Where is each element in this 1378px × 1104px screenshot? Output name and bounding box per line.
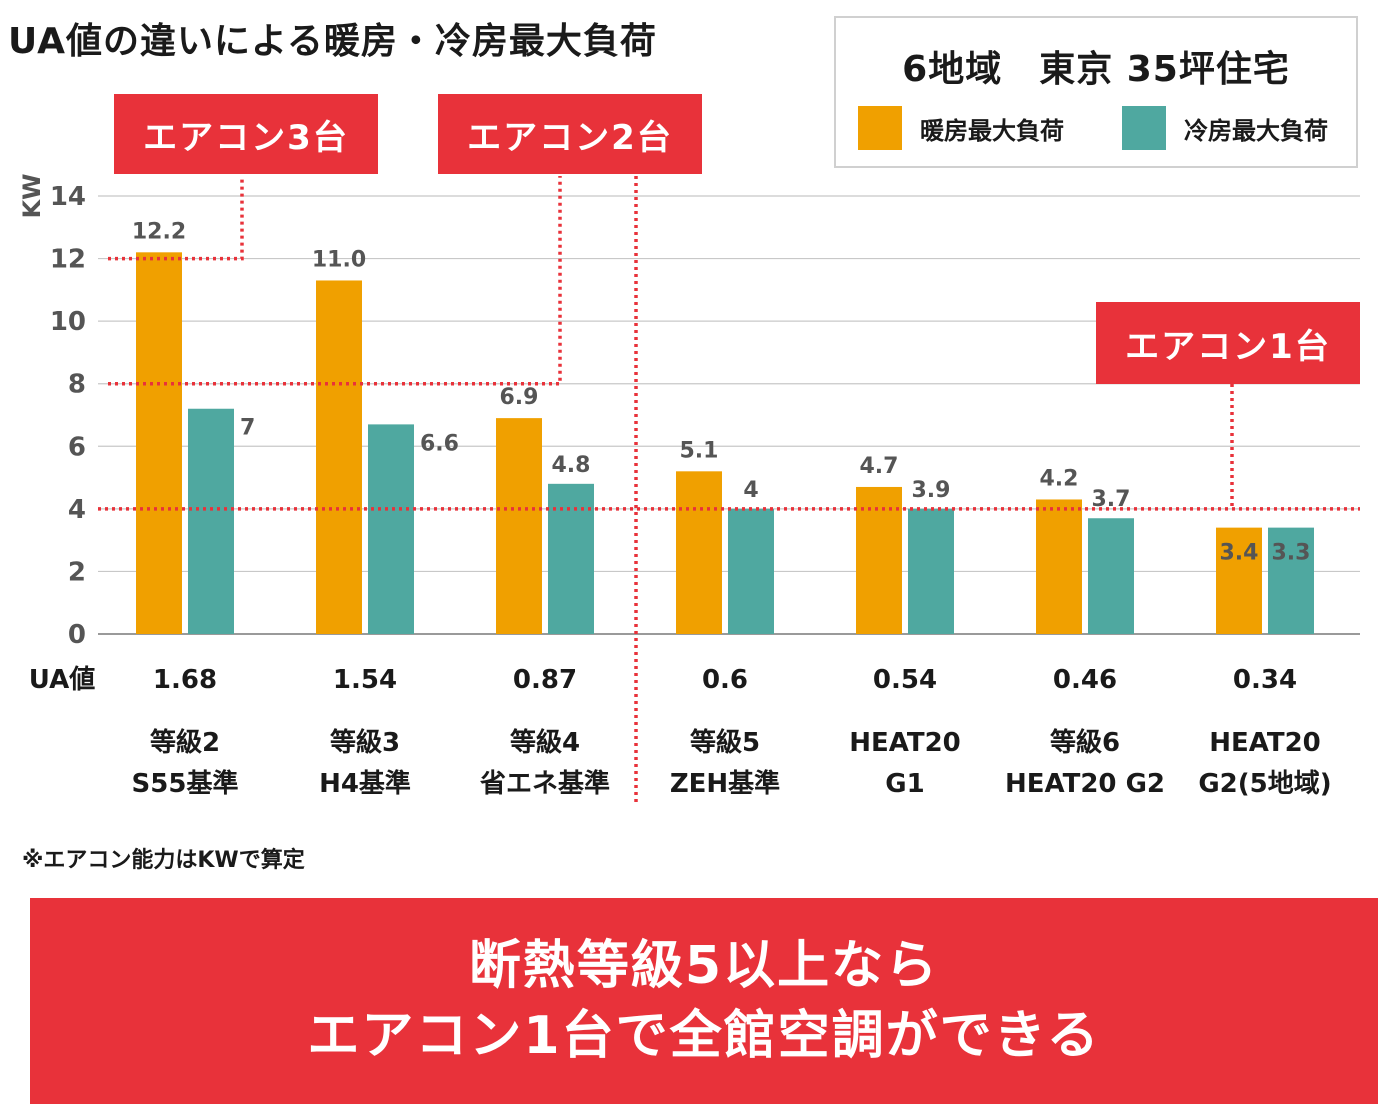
- bar-cooling: [908, 508, 954, 634]
- legend-label-heating: 暖房最大負荷: [920, 116, 1064, 145]
- callout-aircon-3: エアコン3台: [114, 94, 378, 174]
- category-label-line2: HEAT20 G2: [1005, 769, 1165, 799]
- ua-value-label: 1.54: [333, 665, 397, 695]
- callout-aircon-2: エアコン2台: [438, 94, 702, 174]
- legend-title: 6地域 東京 35坪住宅: [902, 49, 1290, 90]
- bar-heating: [316, 280, 362, 634]
- bar-cooling: [368, 424, 414, 634]
- banner-line-2: エアコン1台で全館空調ができる: [307, 1006, 1101, 1066]
- data-label: 12.2: [132, 219, 186, 244]
- data-label: 6.9: [500, 385, 539, 410]
- legend: 6地域 東京 35坪住宅 暖房最大負荷 冷房最大負荷: [834, 16, 1358, 168]
- conclusion-banner: 断熱等級5以上なら エアコン1台で全館空調ができる: [30, 898, 1378, 1104]
- bar-heating: [1036, 499, 1082, 634]
- data-label: 3.7: [1092, 487, 1131, 512]
- bar-heating: [136, 252, 182, 635]
- data-label: 3.3: [1272, 541, 1311, 566]
- ua-value-label: 1.68: [153, 665, 217, 695]
- legend-swatch-heating: [858, 106, 902, 150]
- y-tick-label: 4: [68, 495, 86, 525]
- category-label-line1: HEAT20: [1209, 728, 1321, 758]
- y-tick-label: 10: [50, 307, 86, 337]
- category-label-line2: H4基準: [319, 768, 411, 799]
- legend-item-cooling: 冷房最大負荷: [1122, 106, 1328, 150]
- ua-value-label: 0.6: [702, 665, 748, 695]
- data-label: 4.2: [1040, 466, 1079, 491]
- threshold-line-aircon-3: [108, 176, 244, 261]
- data-label: 3.9: [912, 478, 951, 503]
- category-label-line1: 等級4: [510, 727, 580, 758]
- data-label: 7: [240, 416, 255, 441]
- category-label-line2: ZEH基準: [670, 768, 780, 799]
- legend-swatch-cooling: [1122, 106, 1166, 150]
- ua-value-label: 0.54: [873, 665, 937, 695]
- category-label-line1: HEAT20: [849, 728, 961, 758]
- bar-heating: [856, 486, 902, 634]
- bar-cooling: [728, 508, 774, 634]
- bar-heating: [1216, 527, 1262, 634]
- category-label-line1: 等級3: [330, 727, 400, 758]
- bar-heating: [496, 418, 542, 634]
- threshold-line-aircon-2: [108, 176, 562, 386]
- category-label-line2: S55基準: [132, 768, 239, 799]
- data-label: 4.8: [552, 453, 591, 478]
- ua-value-label: 0.87: [513, 665, 577, 695]
- data-label: 6.6: [420, 431, 459, 456]
- category-label-line2: G1: [885, 769, 924, 799]
- y-tick-label: 12: [50, 245, 86, 275]
- category-label-line1: 等級2: [150, 727, 220, 758]
- category-label-line1: 等級6: [1050, 727, 1120, 758]
- y-tick-label: 2: [68, 557, 86, 587]
- data-label: 4.7: [860, 454, 899, 479]
- footnote: ※エアコン能力はKWで算定: [22, 848, 305, 873]
- category-label-line1: 等級5: [690, 727, 760, 758]
- data-label: 3.4: [1220, 541, 1259, 566]
- ua-row-header: UA値: [29, 665, 95, 695]
- category-label-line2: G2(5地域): [1198, 769, 1331, 799]
- y-tick-label: 8: [68, 370, 86, 400]
- bar-cooling: [1268, 527, 1314, 634]
- data-label: 5.1: [680, 438, 719, 463]
- data-label: 4: [743, 478, 758, 503]
- bar-cooling: [188, 408, 234, 634]
- bar-cooling: [1088, 518, 1134, 634]
- y-tick-label: 0: [68, 620, 86, 650]
- callout-aircon-1: エアコン1台: [1096, 302, 1360, 384]
- ua-value-label: 0.34: [1233, 665, 1297, 695]
- bar-cooling: [548, 483, 594, 634]
- bar-heating: [676, 471, 722, 634]
- y-tick-label: 14: [50, 182, 86, 212]
- chart-title: UA値の違いによる暖房・冷房最大負荷: [8, 21, 657, 62]
- ua-value-label: 0.46: [1053, 665, 1117, 695]
- legend-label-cooling: 冷房最大負荷: [1184, 116, 1328, 145]
- data-label: 11.0: [312, 247, 366, 272]
- y-tick-label: 6: [68, 432, 86, 462]
- category-label-line2: 省エネ基準: [479, 768, 610, 799]
- legend-item-heating: 暖房最大負荷: [858, 106, 1064, 150]
- y-axis-label: KW: [18, 173, 46, 218]
- banner-line-1: 断熱等級5以上なら: [468, 936, 940, 996]
